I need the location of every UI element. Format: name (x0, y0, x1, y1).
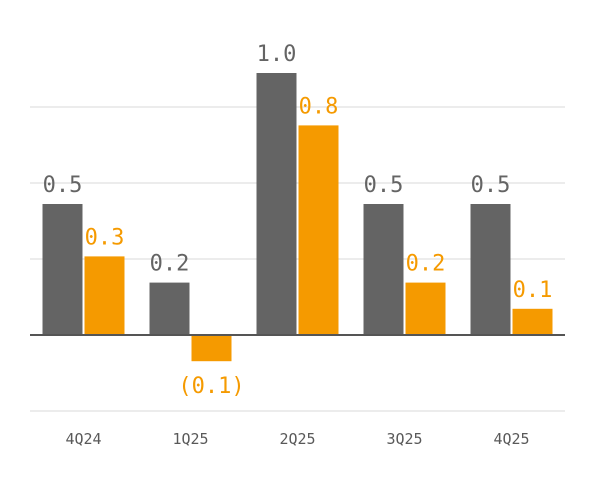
data-label-series-1-4Q25: 0.5 (471, 173, 511, 198)
bar-series-2-3Q25 (405, 282, 446, 335)
data-label-series-1-4Q24: 0.5 (43, 173, 83, 198)
bar-series-2-1Q25 (191, 335, 232, 362)
data-labels: 0.5 0.3 0.2 (0.1) 1.0 0.8 0.5 0.2 0.5 0.1 (43, 42, 553, 399)
bars (30, 73, 565, 362)
x-axis-ticks: 4Q24 1Q25 2Q25 3Q25 4Q25 (65, 430, 529, 448)
x-tick-label: 1Q25 (172, 430, 208, 448)
bar-series-2-4Q24 (84, 256, 125, 335)
x-tick-label: 4Q24 (65, 430, 101, 448)
bar-series-1-1Q25 (149, 282, 190, 335)
data-label-series-2-3Q25: 0.2 (406, 252, 446, 277)
x-tick-label: 4Q25 (493, 430, 529, 448)
bar-series-1-2Q25 (256, 73, 297, 335)
data-label-series-1-3Q25: 0.5 (364, 173, 404, 198)
data-label-series-1-1Q25: 0.2 (150, 252, 190, 277)
data-label-series-2-4Q25: 0.1 (513, 278, 553, 303)
bar-series-2-4Q25 (512, 308, 553, 335)
bar-series-2-2Q25 (298, 125, 339, 336)
data-label-series-2-1Q25: (0.1) (178, 374, 244, 399)
bar-series-1-3Q25 (363, 204, 404, 335)
data-label-series-2-2Q25: 0.8 (299, 94, 339, 119)
data-label-series-1-2Q25: 1.0 (257, 42, 297, 67)
x-tick-label: 2Q25 (279, 430, 315, 448)
data-label-series-2-4Q24: 0.3 (85, 225, 125, 250)
bar-series-1-4Q25 (470, 204, 511, 335)
x-tick-label: 3Q25 (386, 430, 422, 448)
bar-series-1-4Q24 (42, 204, 83, 335)
